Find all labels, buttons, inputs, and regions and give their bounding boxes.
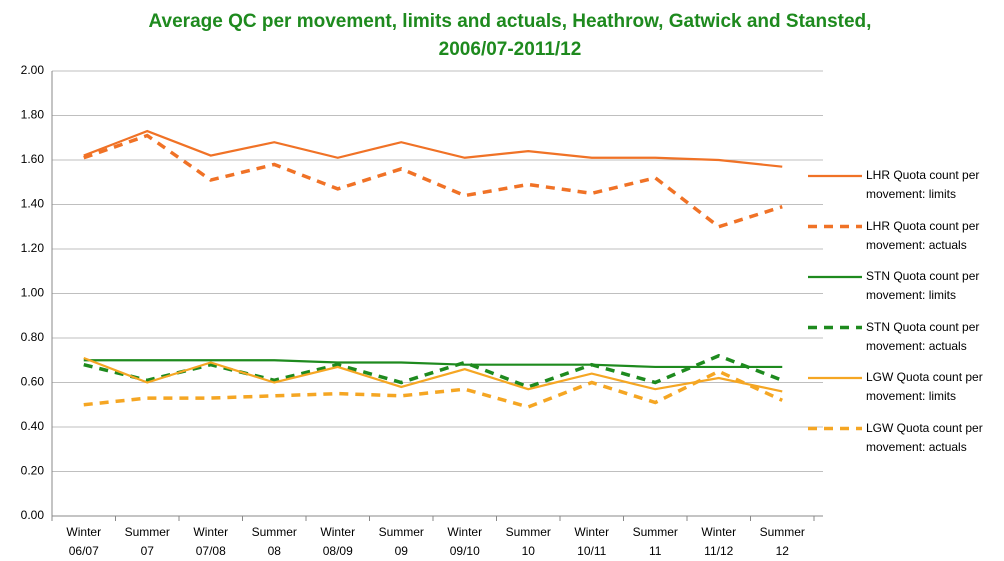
x-tick-label: Winter 11/12: [701, 525, 737, 558]
series-line: [83, 359, 783, 369]
legend-label: STN Quota count per movement: actuals: [866, 319, 980, 353]
x-tick-label: Winter 08/09: [320, 525, 356, 558]
y-tick-label: 1.40: [21, 197, 45, 211]
y-tick-label: 1.80: [21, 108, 45, 122]
y-tick-label: 2.00: [21, 63, 45, 77]
y-tick-label: 0.00: [21, 508, 45, 522]
legend-label: LHR Quota count per movement: limits: [866, 168, 980, 201]
x-tick-label: Summer 09: [378, 525, 424, 558]
x-tick-label: Summer 10: [505, 525, 551, 558]
x-tick-label: Winter 06/07: [66, 525, 102, 558]
y-tick-label: 0.40: [21, 419, 45, 433]
y-tick-label: 0.60: [21, 375, 45, 389]
x-tick-label: Winter 10/11: [574, 525, 610, 558]
series-line: [83, 133, 783, 229]
chart-title: Average QC per movement, limits and actu…: [148, 11, 872, 60]
x-tick-label: Winter 07/08: [193, 525, 229, 558]
x-tick-label: Winter 09/10: [447, 525, 483, 558]
y-tick-label: 0.20: [21, 464, 45, 478]
legend-label: STN Quota count per movement: limits: [866, 269, 980, 302]
x-tick-label: Summer 11: [632, 525, 678, 558]
legend-label: LGW Quota count per movement: limits: [866, 370, 983, 403]
series-line: [83, 369, 783, 409]
y-tick-label: 1.00: [21, 286, 45, 300]
x-tick-label: Summer 12: [759, 525, 805, 558]
y-tick-label: 1.60: [21, 152, 45, 166]
series-line: [83, 129, 783, 168]
legend-label: LHR Quota count per movement: actuals: [866, 218, 980, 252]
y-tick-label: 0.80: [21, 330, 45, 344]
x-tick-label: Summer 08: [251, 525, 297, 558]
series-line: [83, 356, 783, 393]
legend-label: LGW Quota count per movement: actuals: [866, 420, 983, 454]
y-tick-label: 1.20: [21, 241, 45, 255]
series-line: [83, 353, 783, 389]
x-tick-label: Summer 07: [124, 525, 170, 558]
